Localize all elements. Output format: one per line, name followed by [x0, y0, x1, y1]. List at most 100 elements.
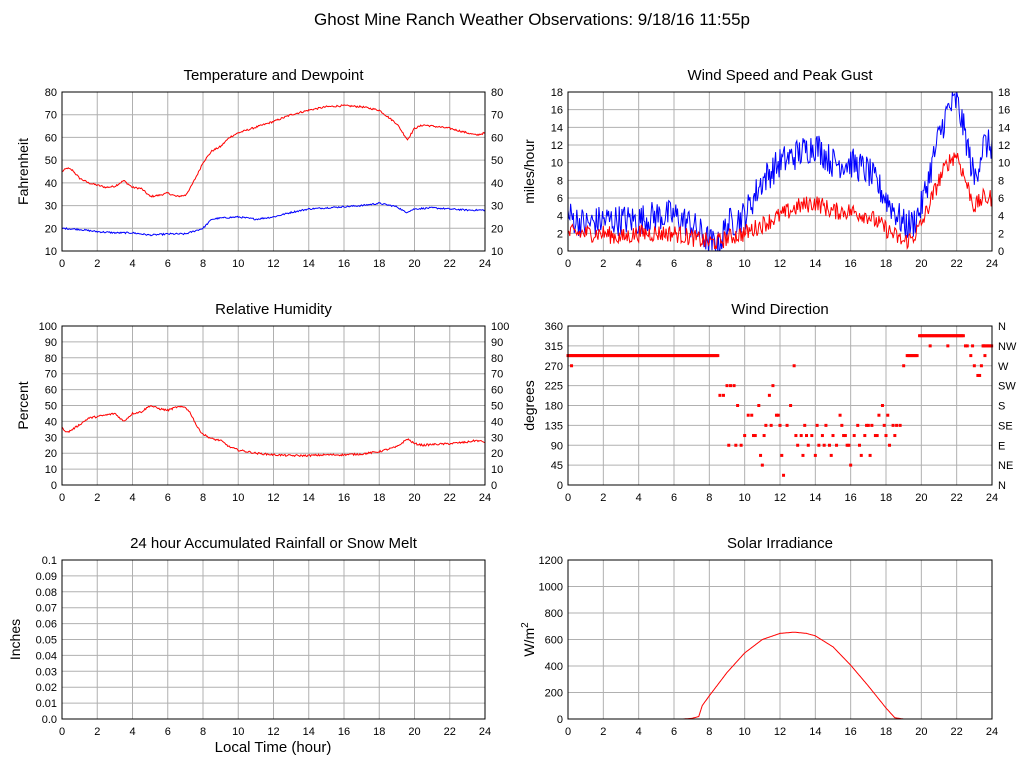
y-tick-label: 400 — [545, 661, 563, 673]
x-tick-label: 18 — [880, 492, 892, 504]
y-axis-label: miles/hour — [521, 139, 537, 204]
x-tick-label: 10 — [739, 726, 751, 738]
chart-title: Wind Direction — [731, 301, 829, 318]
x-tick-label: 4 — [129, 258, 135, 270]
y-tick-label: 6 — [557, 193, 563, 205]
direction-point — [803, 423, 807, 427]
right-tick-label: N — [998, 480, 1006, 492]
y-tick-label: 40 — [45, 178, 57, 190]
direction-point — [769, 423, 773, 427]
plot-frame — [61, 559, 486, 720]
x-tick-label: 10 — [232, 726, 244, 738]
right-tick-label: 60 — [491, 132, 503, 144]
y-tick-label: 10 — [551, 158, 563, 170]
direction-point — [796, 443, 800, 447]
direction-point — [859, 453, 863, 457]
y-tick-label: 20 — [45, 223, 57, 235]
x-tick-label: 18 — [373, 258, 385, 270]
direction-point — [946, 344, 950, 348]
y-tick-label: 0.03 — [36, 666, 57, 678]
x-tick-label: 24 — [479, 492, 491, 504]
y-tick-label: 45 — [551, 460, 563, 472]
y-axis-label: Inches — [7, 619, 23, 660]
direction-point — [891, 423, 895, 427]
series-line — [568, 631, 992, 719]
x-tick-label: 22 — [951, 726, 963, 738]
y-tick-label: 180 — [545, 401, 563, 413]
right-tick-label: 30 — [491, 432, 503, 444]
direction-point — [794, 434, 798, 438]
y-tick-label: 0 — [557, 246, 563, 258]
x-tick-label: 24 — [479, 726, 491, 738]
direction-point — [971, 344, 975, 348]
right-tick-label: 10 — [491, 464, 503, 476]
y-axis-label-text: Percent — [15, 381, 31, 429]
x-tick-label: 24 — [986, 492, 998, 504]
x-tick-label: 12 — [774, 726, 786, 738]
x-tick-label: 22 — [951, 258, 963, 270]
direction-point — [893, 434, 897, 438]
direction-point — [716, 354, 720, 358]
right-tick-label: 20 — [491, 448, 503, 460]
direction-point — [776, 413, 780, 417]
direction-point — [785, 423, 789, 427]
x-tick-label: 10 — [232, 492, 244, 504]
x-tick-label: 8 — [706, 258, 712, 270]
x-tick-label: 6 — [165, 492, 171, 504]
x-tick-label: 22 — [444, 492, 456, 504]
right-tick-label: 70 — [491, 110, 503, 122]
x-tick-label: 2 — [600, 258, 606, 270]
x-tick-label: 0 — [565, 726, 571, 738]
y-tick-label: 315 — [545, 341, 563, 353]
y-tick-label: 2 — [557, 228, 563, 240]
right-tick-label: 20 — [491, 223, 503, 235]
plot-frame — [61, 325, 486, 486]
x-tick-label: 20 — [408, 726, 420, 738]
direction-point — [898, 423, 902, 427]
x-tick-label: 6 — [165, 258, 171, 270]
direction-point — [817, 443, 821, 447]
direction-point — [863, 434, 867, 438]
y-axis-label: Fahrenheit — [15, 138, 31, 205]
y-tick-label: 12 — [551, 140, 563, 152]
direction-point — [972, 364, 976, 368]
x-tick-label: 8 — [200, 726, 206, 738]
x-tick-label: 8 — [200, 492, 206, 504]
direction-point — [822, 443, 826, 447]
direction-point — [760, 463, 764, 467]
direction-point — [886, 413, 890, 417]
direction-point — [858, 443, 861, 447]
y-tick-label: 30 — [45, 201, 57, 213]
right-tick-label: NW — [998, 341, 1017, 353]
direction-point — [746, 413, 750, 417]
plot-frame — [567, 91, 993, 252]
x-tick-label: 10 — [739, 258, 751, 270]
x-tick-label: 0 — [59, 258, 65, 270]
right-tick-label: 10 — [998, 158, 1010, 170]
direction-point — [827, 443, 831, 447]
y-tick-label: 1000 — [539, 582, 563, 594]
y-tick-label: 0.05 — [36, 635, 57, 647]
direction-point — [721, 393, 725, 397]
right-tick-label: SW — [998, 381, 1016, 393]
y-axis-label-text: miles/hour — [521, 139, 537, 204]
y-axis-label-text: degrees — [521, 380, 537, 431]
direction-point — [736, 404, 740, 407]
x-tick-label: 8 — [706, 492, 712, 504]
x-tick-label: 4 — [129, 726, 135, 738]
x-tick-label: 12 — [267, 726, 279, 738]
y-tick-label: 0 — [51, 480, 57, 492]
x-tick-label: 0 — [59, 726, 65, 738]
direction-point — [978, 373, 982, 377]
x-tick-label: 14 — [809, 492, 821, 504]
direction-point — [976, 373, 980, 377]
x-tick-label: 2 — [94, 258, 100, 270]
right-tick-label: 6 — [998, 193, 1004, 205]
x-tick-label: 20 — [915, 726, 927, 738]
plot-frame — [567, 325, 993, 486]
x-tick-label: 18 — [373, 492, 385, 504]
